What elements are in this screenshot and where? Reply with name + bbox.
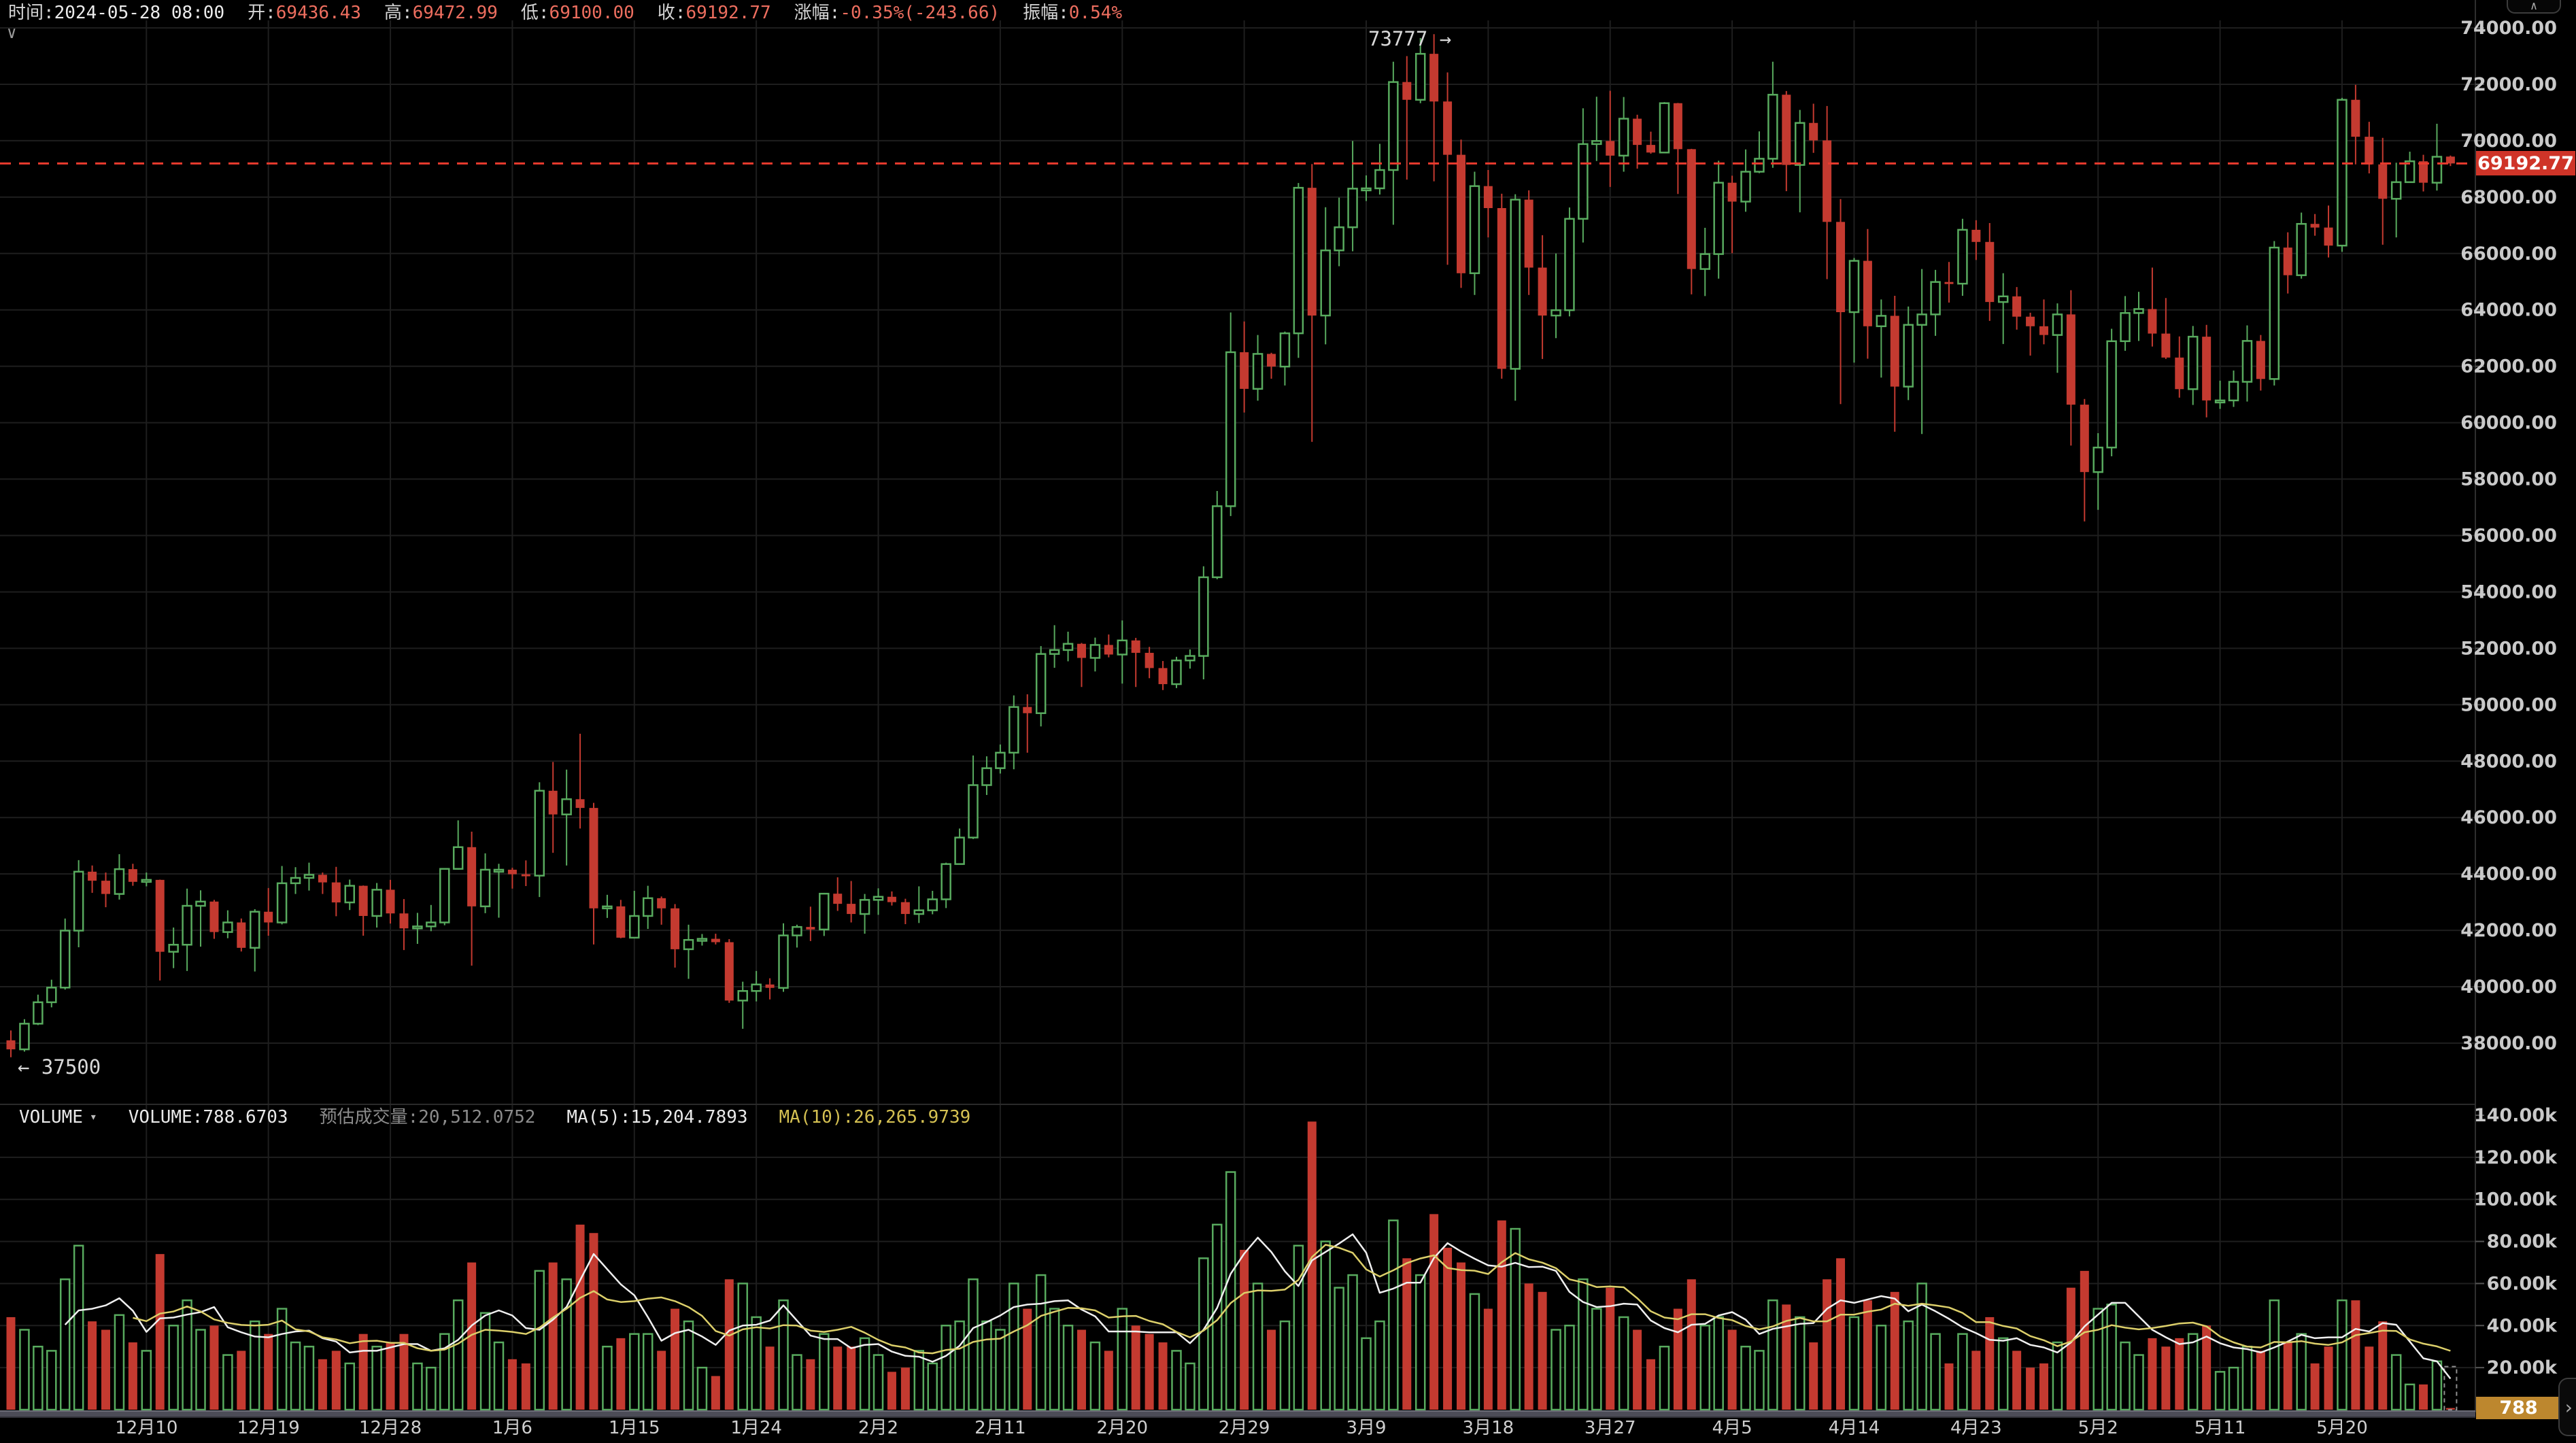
chevron-up-icon: ∧ [2530,0,2538,13]
svg-text:20.00k: 20.00k [2487,1357,2558,1378]
current-volume-tag: 788 [2476,1397,2561,1419]
svg-text:42000.00: 42000.00 [2460,920,2557,941]
svg-text:2月11: 2月11 [975,1418,1026,1438]
svg-text:1月6: 1月6 [492,1418,532,1438]
ohlc-close: 收:69192.77 [657,3,771,23]
volume-ma5-value: MA(5):15,204.7893 [566,1107,748,1127]
svg-text:80.00k: 80.00k [2487,1232,2558,1253]
volume-bars [6,1121,2458,1411]
svg-text:12月19: 12月19 [237,1418,300,1438]
volume-ma10-value: MA(10):26,265.9739 [779,1107,971,1127]
ohlc-open: 开:69436.43 [248,3,361,23]
svg-text:4月5: 4月5 [1712,1418,1752,1438]
ohlc-high: 高:69472.99 [384,3,498,23]
svg-text:58000.00: 58000.00 [2460,469,2557,490]
svg-text:68000.00: 68000.00 [2460,187,2557,208]
svg-text:12月10: 12月10 [115,1418,177,1438]
svg-text:3月9: 3月9 [1346,1418,1386,1438]
axis-labels: 74000.00 72000.00 70000.00 68000.00 66000.00… [115,18,2558,1438]
estimated-volume: 预估成交量:20,512.0752 [319,1107,536,1127]
svg-text:54000.00: 54000.00 [2460,581,2557,602]
svg-text:44000.00: 44000.00 [2460,864,2557,885]
volume-indicator-dropdown[interactable]: VOLUME ▾ [19,1106,97,1129]
svg-text:140.00k: 140.00k [2474,1105,2558,1126]
svg-text:4月23: 4月23 [1950,1418,2002,1438]
svg-text:100.00k: 100.00k [2474,1189,2558,1210]
svg-text:12月28: 12月28 [359,1418,422,1438]
svg-text:120.00k: 120.00k [2474,1147,2558,1168]
svg-text:74000.00: 74000.00 [2460,18,2557,39]
volume-indicator-label: VOLUME [19,1107,83,1127]
svg-text:60000.00: 60000.00 [2460,413,2557,434]
ohlc-time: 时间:2024-05-28 08:00 [8,3,225,23]
svg-text:70000.00: 70000.00 [2460,131,2557,152]
ohlc-amplitude: 振幅:0.54% [1023,3,1123,23]
svg-text:3月18: 3月18 [1463,1418,1514,1438]
grid-lines [0,0,2476,1412]
svg-text:66000.00: 66000.00 [2460,243,2557,265]
svg-text:1月24: 1月24 [730,1418,782,1438]
low-price-annotation: ← 37500 [18,1055,101,1079]
svg-text:72000.00: 72000.00 [2460,74,2557,95]
volume-value: VOLUME:788.6703 [128,1107,288,1127]
svg-text:2月2: 2月2 [858,1418,898,1438]
ohlc-header: 时间:2024-05-28 08:00 开:69436.43 高:69472.9… [8,3,1122,23]
collapse-panel-tab[interactable]: ∧ [2507,0,2561,14]
svg-text:50000.00: 50000.00 [2460,694,2557,715]
svg-text:46000.00: 46000.00 [2460,807,2557,828]
svg-text:5月11: 5月11 [2194,1418,2246,1438]
svg-text:52000.00: 52000.00 [2460,638,2557,659]
svg-text:48000.00: 48000.00 [2460,751,2557,772]
expand-sidebar-button[interactable]: › [2558,1378,2576,1436]
dropdown-triangle-icon: ▾ [89,1110,97,1124]
svg-text:40.00k: 40.00k [2487,1315,2558,1336]
svg-text:5月2: 5月2 [2078,1418,2118,1438]
svg-text:40000.00: 40000.00 [2460,977,2557,998]
svg-text:62000.00: 62000.00 [2460,356,2557,377]
svg-text:3月27: 3月27 [1584,1418,1636,1438]
candlesticks [6,34,2455,1057]
svg-text:5月20: 5月20 [2316,1418,2368,1438]
svg-text:60.00k: 60.00k [2487,1273,2558,1294]
ohlc-low: 低:69100.00 [520,3,634,23]
ohlc-change: 涨幅:-0.35%(-243.66) [794,3,1000,23]
svg-text:4月14: 4月14 [1829,1418,1880,1438]
time-scrollbar[interactable] [0,1410,2475,1418]
chevron-right-icon: › [2562,1395,2575,1419]
chevron-down-icon[interactable]: ∨ [7,23,17,42]
svg-text:2月20: 2月20 [1096,1418,1148,1438]
current-price-tag: 69192.77 [2476,151,2575,176]
volume-ma-lines [64,1233,2452,1380]
svg-text:64000.00: 64000.00 [2460,300,2557,321]
svg-text:56000.00: 56000.00 [2460,526,2557,547]
high-price-annotation: 73777 → [1368,27,1452,50]
svg-text:1月15: 1月15 [609,1418,660,1438]
svg-text:38000.00: 38000.00 [2460,1033,2557,1054]
svg-text:2月29: 2月29 [1219,1418,1270,1438]
volume-header: VOLUME ▾ VOLUME:788.6703 预估成交量:20,512.07… [19,1106,970,1129]
